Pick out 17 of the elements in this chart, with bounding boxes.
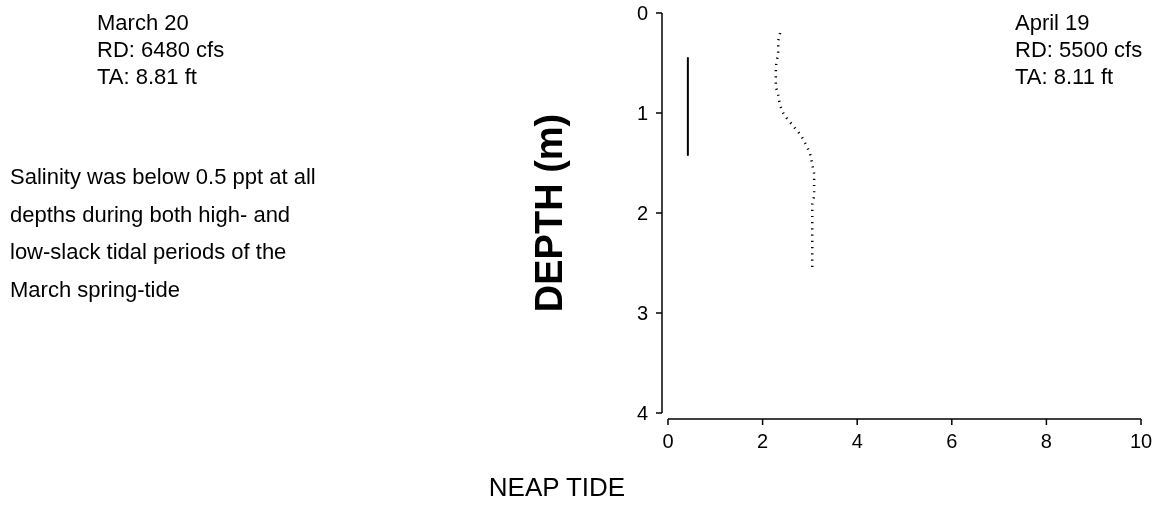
text: Salinity was below 0.5 ppt at all depths during both high- and low-slack tidal periods of the March spring-tide — [10, 164, 316, 302]
x-tick-label: 6 — [946, 430, 958, 452]
y-tick-label: 2 — [636, 202, 648, 224]
y-tick-label: 4 — [636, 402, 648, 424]
y-tick-label: 0 — [636, 2, 648, 24]
x-tick-label: 8 — [1040, 430, 1052, 452]
x-axis-title: NEAP TIDE — [488, 472, 626, 502]
line-series — [774, 31, 816, 269]
annotation: April 19 RD: 5500 cfs TA: 8.11 ft — [1015, 10, 1143, 89]
y-tick-label: 1 — [636, 102, 648, 124]
x-tick-label: 4 — [851, 430, 863, 452]
x-tick-label: 0 — [662, 430, 674, 452]
x-tick-label: 10 — [1129, 430, 1153, 452]
y-tick-label: 3 — [636, 302, 648, 324]
x-tick-label: 2 — [757, 430, 769, 452]
y-axis-title: DEPTH (m) — [528, 113, 570, 313]
text: March 20 RD: 6480 cfs TA: 8.81 ft — [97, 10, 225, 89]
